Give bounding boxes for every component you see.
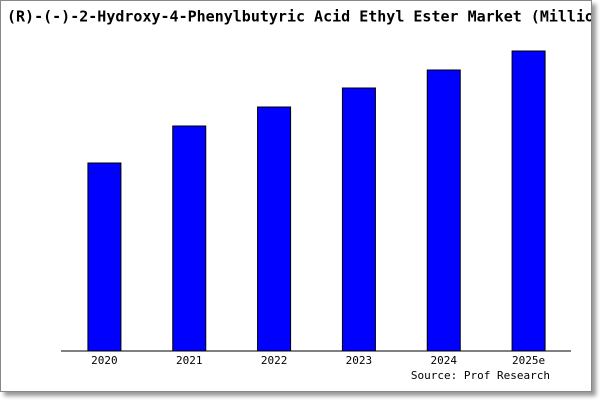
chart: (R)-(-)-2-Hydroxy-4-Phenylbutyric Acid E… bbox=[7, 8, 591, 383]
x-tick-label: 2024 bbox=[431, 354, 458, 367]
x-tick-label: 2021 bbox=[176, 354, 203, 367]
chart-title: (R)-(-)-2-Hydroxy-4-Phenylbutyric Acid E… bbox=[7, 8, 591, 26]
bar bbox=[172, 125, 207, 352]
bar bbox=[257, 106, 292, 352]
x-tick-label: 2022 bbox=[261, 354, 288, 367]
bar bbox=[341, 87, 376, 352]
bar bbox=[511, 50, 546, 352]
plot-area bbox=[61, 31, 571, 351]
x-tick-label: 2023 bbox=[346, 354, 373, 367]
bar bbox=[87, 162, 122, 352]
bar bbox=[426, 69, 461, 352]
x-tick-label: 2025e bbox=[512, 354, 545, 367]
source-note: Source: Prof Research bbox=[411, 369, 550, 382]
x-tick-label: 2020 bbox=[91, 354, 118, 367]
chart-frame: (R)-(-)-2-Hydroxy-4-Phenylbutyric Acid E… bbox=[0, 0, 592, 392]
